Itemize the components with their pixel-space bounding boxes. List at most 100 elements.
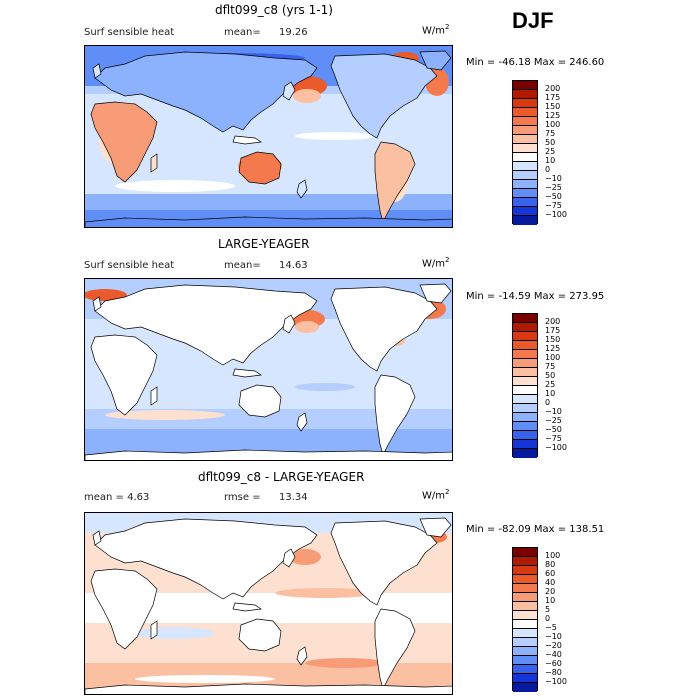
unit-text: W/m — [422, 258, 445, 270]
colorbar-cell — [513, 386, 537, 395]
continent-greenland — [419, 283, 452, 304]
colorbar-cell — [513, 81, 537, 90]
unit-text: W/m — [422, 25, 445, 37]
colorbar-cell — [513, 620, 537, 629]
continent-africa — [90, 101, 158, 183]
colorbar-cell — [513, 395, 537, 404]
continent-greenland — [419, 50, 452, 71]
colorbar-label: −40 — [545, 650, 562, 659]
contour-patch — [135, 675, 275, 683]
continent-southAmerica — [374, 141, 416, 223]
colorbar-cell — [513, 314, 537, 323]
colorbar-cell — [513, 108, 537, 117]
contour-patch — [295, 383, 355, 391]
panel-stat-value: 19.26 — [279, 27, 308, 38]
continent-antarctica — [85, 683, 452, 694]
continent-japan — [282, 314, 296, 334]
panel-minmax: Min = -14.59 Max = 273.95 — [466, 291, 605, 302]
continent-australia — [238, 618, 282, 652]
panel-stat-label: mean= — [224, 27, 261, 38]
colorbar-cell — [513, 207, 537, 216]
colorbar-cell — [513, 117, 537, 126]
contour-patch — [105, 410, 225, 420]
colorbar-label: 175 — [545, 93, 561, 102]
continent-eurasia — [94, 518, 318, 600]
colorbar-label: −25 — [545, 416, 562, 425]
unit-text: W/m — [422, 490, 445, 502]
colorbar-label: 25 — [545, 380, 556, 389]
continent-indonesia — [232, 135, 262, 145]
contour-patch — [289, 549, 321, 565]
colorbar-labels: 100 80 60 40 20 10 5 0 −5 −10 −20 −40 −60 −80 −100 — [545, 547, 595, 691]
panel-unit: W/m2 — [422, 23, 449, 36]
colorbar-cell — [513, 341, 537, 350]
panel-minmax: Min = -82.09 Max = 138.51 — [466, 524, 605, 535]
colorbar-label: 10 — [545, 156, 556, 165]
colorbar-cell — [513, 431, 537, 440]
contour-patch — [85, 289, 127, 301]
colorbar-labels: 200 175 150 125 100 75 50 25 10 0 −10 −25 −50 −75 −100 — [545, 80, 595, 224]
colorbar-label: 50 — [545, 138, 556, 147]
panel-unit: W/m2 — [422, 256, 449, 269]
contour-patch — [295, 132, 375, 140]
colorbar-label: 100 — [545, 120, 561, 129]
contour-band — [85, 194, 452, 210]
colorbar-cell — [513, 638, 537, 647]
continent-antarctica — [85, 449, 452, 460]
colorbar-label: 100 — [545, 353, 561, 362]
continent-uk — [92, 530, 102, 546]
colorbar-cell — [513, 368, 537, 377]
contour-patch — [115, 180, 235, 192]
colorbar-label: 150 — [545, 335, 561, 344]
panel-title: dflt099_c8 (yrs 1-1) — [215, 3, 333, 17]
colorbar-label: 0 — [545, 398, 551, 407]
colorbar-label: 25 — [545, 147, 556, 156]
colorbar-cell — [513, 350, 537, 359]
continent-eurasia — [94, 51, 318, 133]
colorbar-label: 10 — [545, 389, 556, 398]
map-svg — [85, 46, 452, 227]
colorbar-cell — [513, 440, 537, 449]
colorbar-label: −10 — [545, 174, 562, 183]
map-plot — [84, 512, 453, 695]
colorbar-label: −50 — [545, 192, 562, 201]
unit-exponent: 2 — [445, 256, 450, 264]
colorbar-labels: 200 175 150 125 100 75 50 25 10 0 −10 −25 −50 −75 −100 — [545, 313, 595, 457]
colorbar-cell — [513, 359, 537, 368]
continent-southAmerica — [374, 374, 416, 456]
colorbar-cell — [513, 332, 537, 341]
colorbar-cell — [513, 135, 537, 144]
unit-exponent: 2 — [445, 23, 450, 31]
continent-africa — [90, 334, 158, 416]
colorbar-label: 50 — [545, 371, 556, 380]
colorbar-label: −5 — [545, 623, 557, 632]
colorbar-cell — [513, 422, 537, 431]
colorbar-cell — [513, 611, 537, 620]
colorbar — [512, 313, 538, 458]
colorbar-label: −20 — [545, 641, 562, 650]
continent-japan — [282, 548, 296, 568]
colorbar-label: 75 — [545, 129, 556, 138]
continent-australia — [238, 151, 282, 185]
continent-madagascar — [150, 386, 158, 406]
continent-uk — [92, 63, 102, 79]
colorbar-cell — [513, 656, 537, 665]
continent-uk — [92, 296, 102, 312]
colorbar-label: 5 — [545, 605, 551, 614]
colorbar — [512, 547, 538, 692]
colorbar-cell — [513, 674, 537, 683]
colorbar-cell — [513, 584, 537, 593]
colorbar-label: 0 — [545, 614, 551, 623]
map-plot — [84, 45, 453, 228]
colorbar-label: −100 — [545, 210, 567, 219]
continent-nz — [296, 179, 308, 199]
colorbar-cell — [513, 575, 537, 584]
continent-australia — [238, 384, 282, 418]
contour-patch — [305, 658, 385, 668]
continent-southAmerica — [374, 608, 416, 690]
continent-japan — [282, 81, 296, 101]
map-svg — [85, 513, 452, 694]
panel-left-label: Surf sensible heat — [84, 27, 175, 38]
panel-stat-label: mean= — [224, 260, 261, 271]
colorbar-label: −100 — [545, 677, 567, 686]
